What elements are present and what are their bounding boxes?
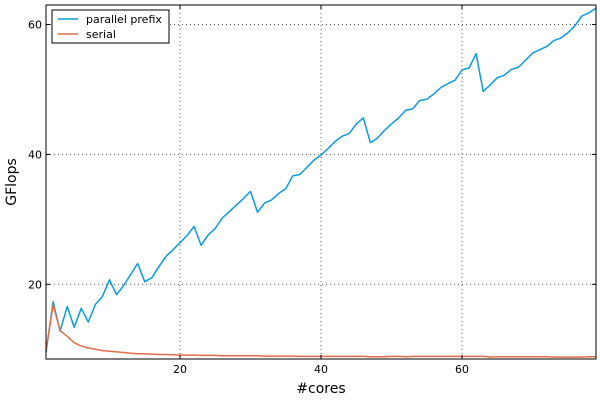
- legend-box: [51, 9, 170, 44]
- y-tick-label: 60: [28, 18, 42, 31]
- x-axis-label: #cores: [296, 381, 345, 397]
- series-line-parallel-prefix: [45, 7, 597, 353]
- x-tick-label: 20: [173, 363, 187, 376]
- ticks-layer: 20 40 60 20 40 60: [28, 5, 596, 376]
- series-layer: [45, 7, 597, 358]
- x-tick-label: 60: [455, 363, 469, 376]
- x-tick-label: 40: [314, 363, 328, 376]
- y-tick-label: 40: [28, 148, 42, 161]
- legend-label-serial: serial: [86, 28, 116, 41]
- y-axis-label: GFlops: [4, 158, 20, 206]
- legend-label-parallel-prefix: parallel prefix: [86, 13, 162, 26]
- grid-layer: [46, 5, 596, 359]
- legend: parallel prefix serial: [51, 9, 170, 44]
- y-tick-label: 20: [28, 278, 42, 291]
